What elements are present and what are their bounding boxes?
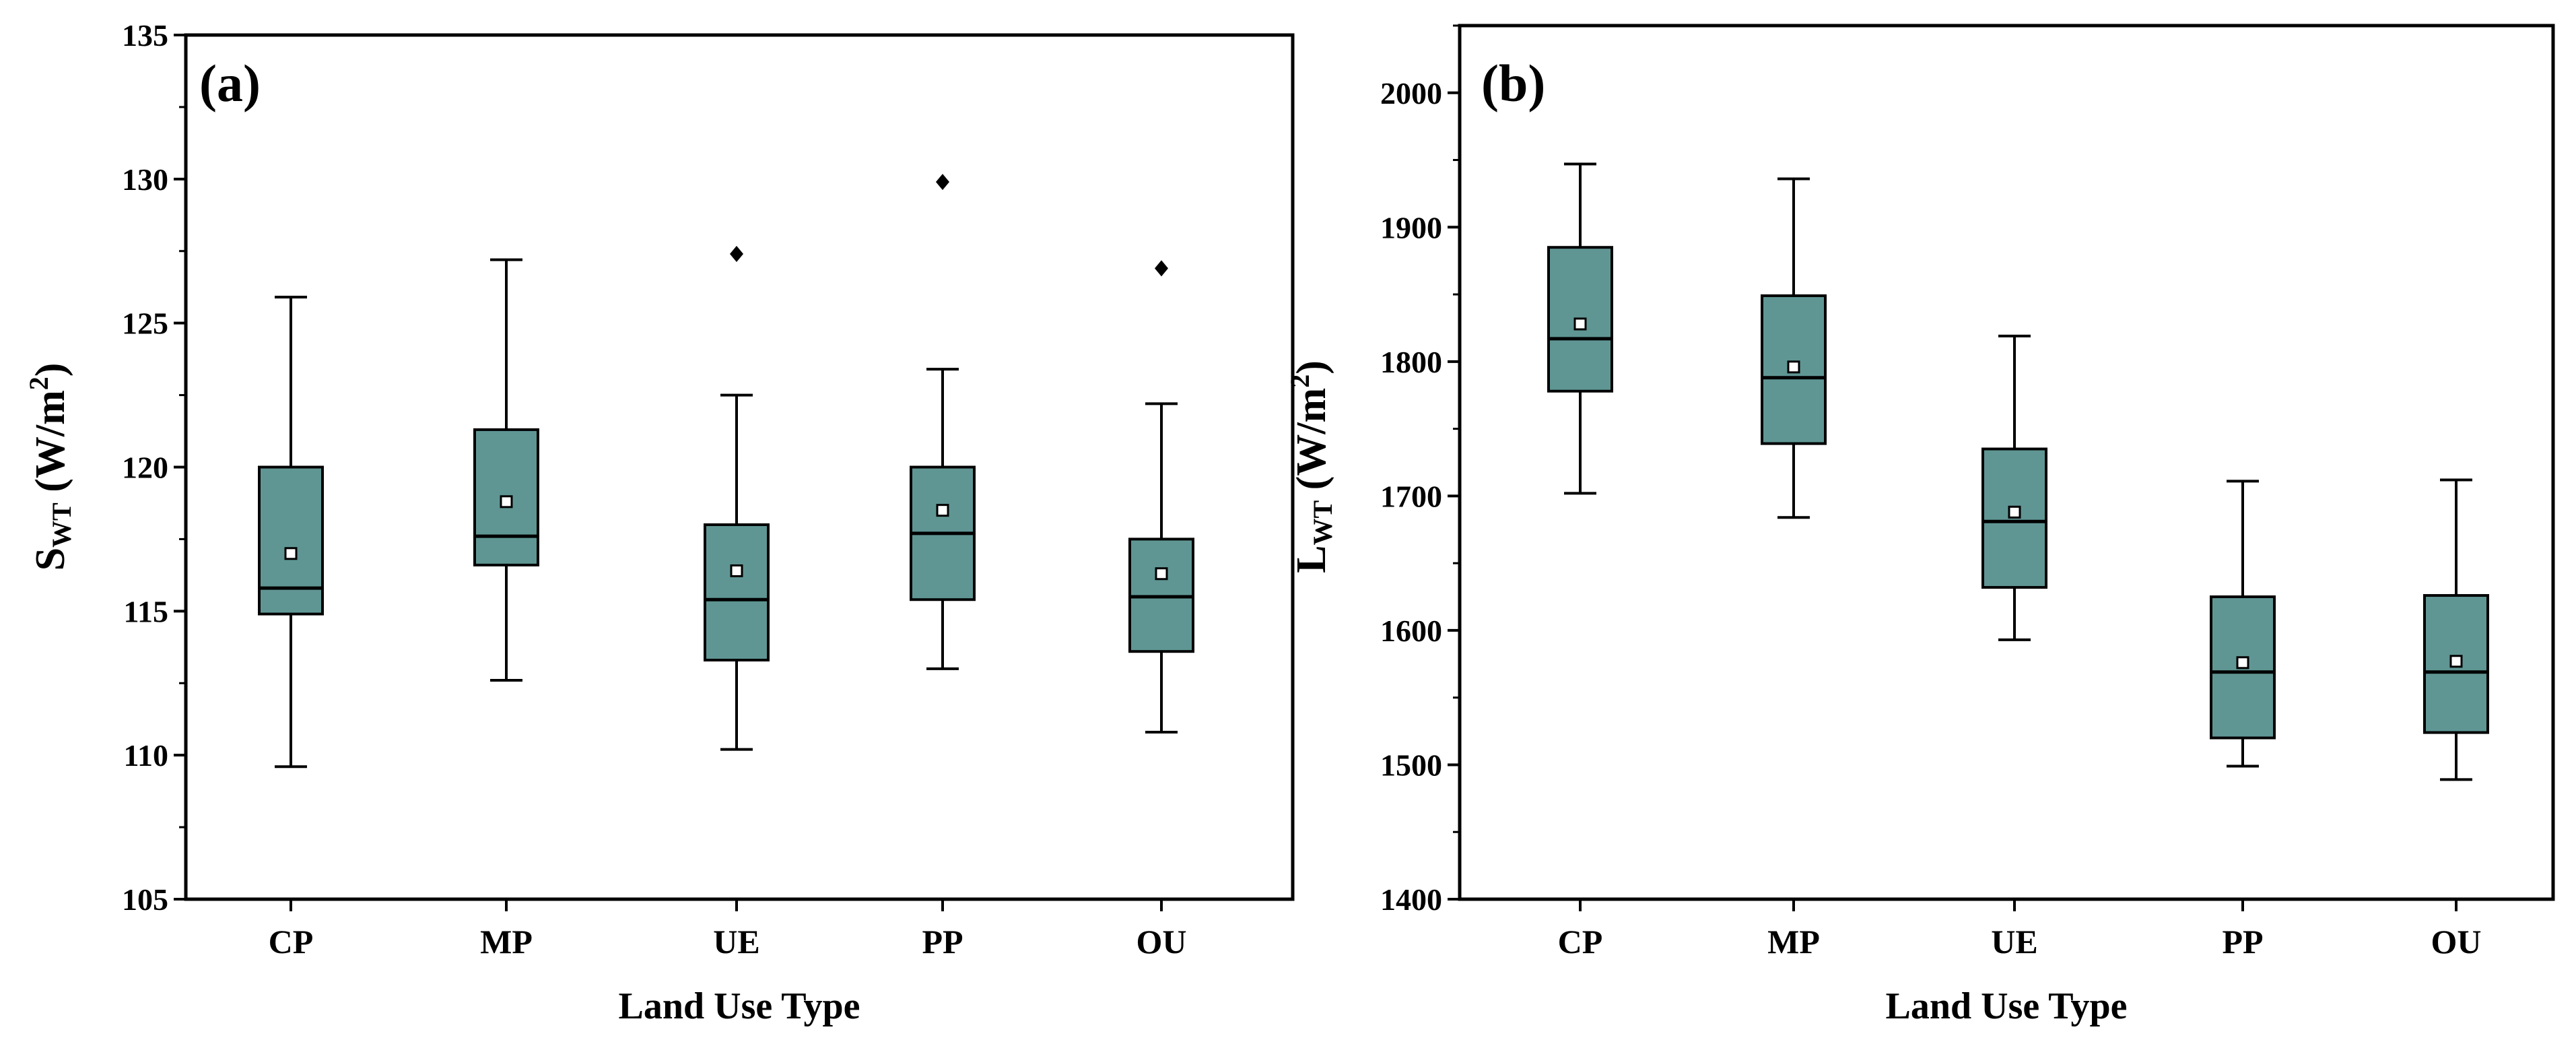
y-axis-label-sup: 2 <box>24 377 54 390</box>
panel-a: (a) Land Use Type SWT (W/m2) 105 110 115 12… <box>24 18 1295 1027</box>
outlier-point <box>936 174 949 191</box>
y-axis-label-close: ) <box>1289 360 1334 374</box>
y-axis-label-sup: 2 <box>1285 374 1315 388</box>
mean-marker <box>500 495 513 509</box>
outlier-point <box>1155 260 1168 277</box>
x-tick-label: OU <box>2431 923 2482 960</box>
y-tick-label: 120 <box>122 451 168 485</box>
y-tick-label: 1700 <box>1380 479 1442 513</box>
y-tick-label: 1800 <box>1380 345 1442 379</box>
y-tick-label: 130 <box>122 162 168 197</box>
box-ue <box>704 523 770 662</box>
mean-marker <box>1573 317 1587 331</box>
x-tick-label: OU <box>1137 923 1187 960</box>
y-axis-label-main: L <box>1289 546 1334 573</box>
box-cp <box>258 465 324 616</box>
y-tick-label: 135 <box>122 18 168 53</box>
x-tick-label: MP <box>1767 923 1820 960</box>
mean-marker <box>936 504 949 517</box>
mean-marker <box>1787 360 1800 374</box>
x-tick-label: CP <box>269 923 314 960</box>
mean-marker <box>284 547 298 560</box>
y-tick-label: 1600 <box>1380 614 1442 648</box>
x-tick-label: PP <box>922 923 963 960</box>
panel-b: (b) Land Use Type LWT (W/m2) 1400 1500 160… <box>1285 24 2555 1027</box>
y-tick-label: 1400 <box>1380 882 1442 917</box>
y-tick-label: 1500 <box>1380 748 1442 782</box>
y-tick-label: 105 <box>122 882 168 917</box>
y-tick-label: 115 <box>124 594 168 628</box>
mean-marker <box>2008 505 2021 519</box>
y-axis-label-sub: WT <box>46 502 77 548</box>
y-axis-label: SWT (W/m2) <box>24 363 77 571</box>
y-tick-label: 2000 <box>1380 76 1442 110</box>
plot-frame <box>184 33 1295 901</box>
y-axis-label: LWT (W/m2) <box>1285 360 1338 573</box>
x-tick-label: PP <box>2222 923 2263 960</box>
y-axis-label-close: ) <box>28 363 73 377</box>
y-tick-label: 110 <box>124 738 168 773</box>
outlier-point <box>730 246 743 263</box>
mean-marker <box>1155 567 1168 581</box>
y-axis-label-main: S <box>28 548 73 570</box>
x-tick-label: UE <box>1991 923 2037 960</box>
x-axis-label: Land Use Type <box>619 985 860 1027</box>
x-tick-label: UE <box>713 923 759 960</box>
mean-marker <box>2236 656 2249 670</box>
mean-marker <box>2449 655 2463 668</box>
panel-label: (a) <box>199 54 261 112</box>
x-tick-label: CP <box>1558 923 1603 960</box>
y-axis-label-sub: WT <box>1308 500 1338 546</box>
plot-frame <box>1458 24 2555 901</box>
y-tick-label: 125 <box>122 306 168 341</box>
y-tick-label: 1900 <box>1380 210 1442 244</box>
x-axis-label: Land Use Type <box>1886 985 2128 1027</box>
y-axis-label-unit: (W/m <box>28 390 73 502</box>
panel-label: (b) <box>1481 54 1545 112</box>
y-axis-label-unit: (W/m <box>1289 388 1334 500</box>
mean-marker <box>730 564 743 577</box>
x-tick-label: MP <box>480 923 533 960</box>
